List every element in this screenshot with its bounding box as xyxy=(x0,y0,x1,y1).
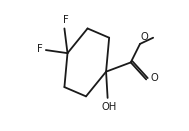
Text: O: O xyxy=(151,73,159,83)
Text: F: F xyxy=(37,44,43,54)
Text: F: F xyxy=(63,15,69,25)
Text: OH: OH xyxy=(101,102,117,112)
Text: O: O xyxy=(141,32,149,42)
